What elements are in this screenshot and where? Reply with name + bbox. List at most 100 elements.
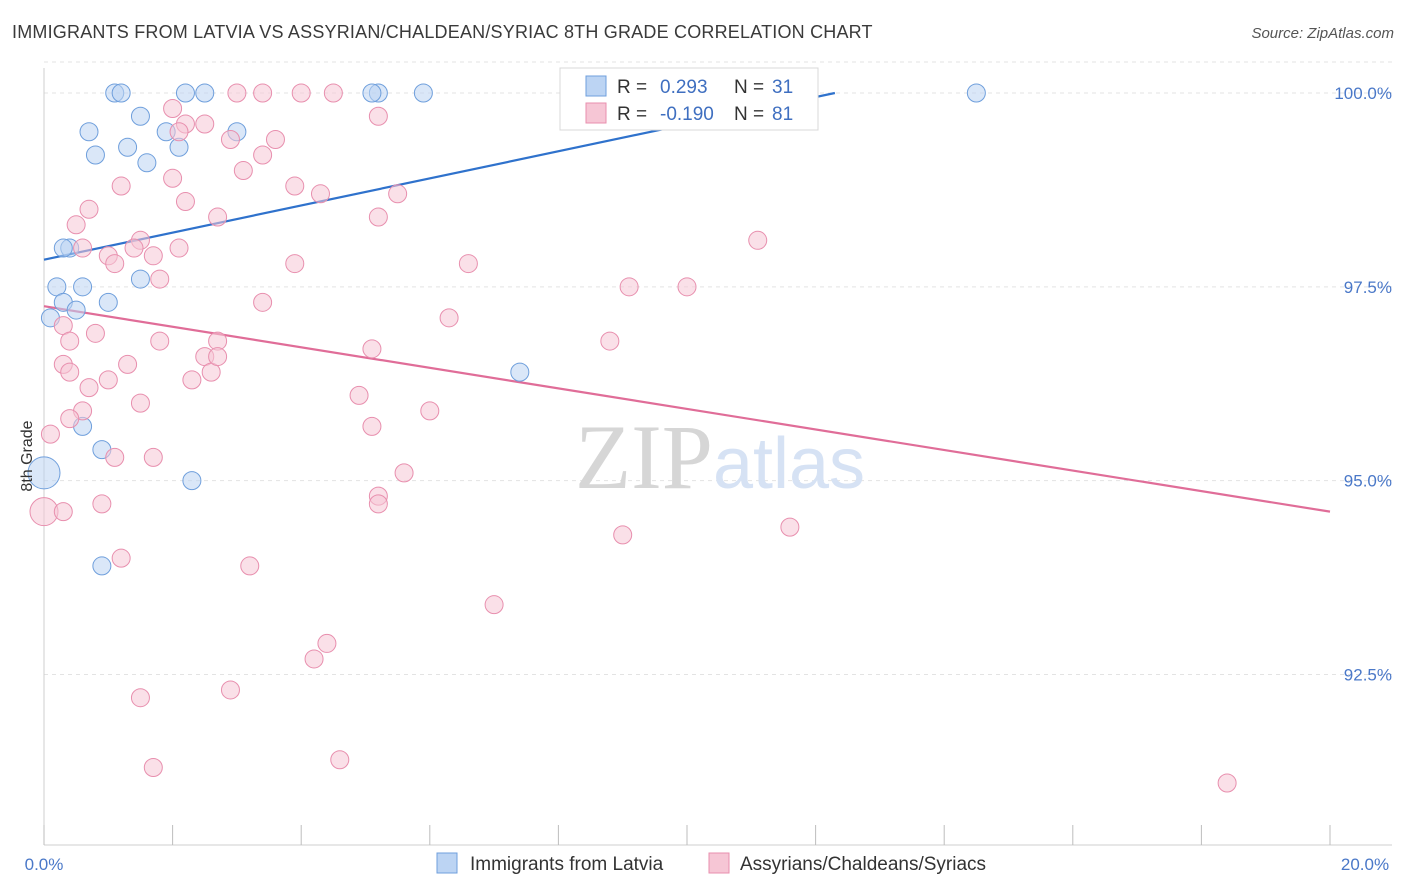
assyrian-point-41 (60, 331, 80, 351)
latvia-point-8 (130, 106, 150, 126)
legend-n-label-1: N = (734, 77, 764, 98)
assyrian-point-17 (388, 184, 408, 204)
legend-r-label-1: R = (617, 77, 647, 98)
assyrian-point-70 (111, 548, 131, 568)
latvia-point-3 (195, 83, 215, 103)
legend-r-value-1: 0.293 (660, 77, 708, 98)
assyrian-point-69 (613, 525, 633, 545)
chart-title: IMMIGRANTS FROM LATVIA VS ASSYRIAN/CHALD… (12, 22, 873, 42)
assyrian-point-75 (220, 680, 240, 700)
assyrian-point-20 (368, 207, 388, 227)
assyrian-point-3 (323, 83, 343, 103)
assyrian-point-77 (330, 750, 350, 770)
trend-line-assyrian (43, 305, 1331, 513)
assyrian-point-29 (105, 254, 125, 274)
latvia-point-30 (362, 83, 382, 103)
latvia-point-28 (182, 471, 202, 491)
assyrian-point-2 (291, 83, 311, 103)
assyrian-point-56 (420, 401, 440, 421)
assyrian-point-39 (85, 323, 105, 343)
tick-labels: 92.5% 95.0% 97.5% 100.0% 0.0% 20.0% (25, 84, 1392, 874)
assyrian-point-36 (253, 292, 273, 312)
latvia-point-21 (98, 292, 118, 312)
assyrian-point-76 (130, 688, 150, 708)
assyrian-point-24 (73, 238, 93, 258)
assyrian-point-8 (220, 130, 240, 150)
latvia-point-27 (27, 456, 61, 490)
legend-r-label-2: R = (617, 104, 647, 125)
assyrian-point-19 (208, 207, 228, 227)
assyrian-point-6 (195, 114, 215, 134)
latvia-point-19 (73, 277, 93, 297)
y-tick-label-1: 95.0% (1344, 472, 1392, 491)
x-tick-label-0: 0.0% (25, 855, 64, 874)
assyrian-point-54 (130, 393, 150, 413)
assyrian-point-43 (362, 339, 382, 359)
assyrian-point-33 (150, 269, 170, 289)
y-tick-label-2: 97.5% (1344, 278, 1392, 297)
assyrian-point-65 (92, 494, 112, 514)
assyrian-point-15 (285, 176, 305, 196)
legend-n-label-2: N = (734, 104, 764, 125)
assyrian-point-22 (66, 215, 86, 235)
assyrian-point-64 (368, 494, 388, 514)
legend-swatch-latvia (585, 75, 607, 97)
legend-n-value-1: 31 (772, 77, 793, 98)
latvia-point-22 (66, 300, 86, 320)
assyrian-point-59 (40, 424, 60, 444)
assyrian-point-37 (439, 308, 459, 328)
assyrian-point-73 (317, 633, 337, 653)
legend-swatch-assyrian (585, 102, 607, 124)
watermark: ZIPatlas (575, 406, 865, 508)
assyrian-point-62 (394, 463, 414, 483)
assyrian-point-26 (169, 238, 189, 258)
assyrian-point-48 (60, 362, 80, 382)
assyrian-point-51 (182, 370, 202, 390)
assyrian-point-67 (53, 502, 73, 522)
latvia-point-5 (413, 83, 433, 103)
latvia-point-2 (175, 83, 195, 103)
assyrian-point-16 (310, 184, 330, 204)
latvia-point-7 (79, 122, 99, 142)
chart-source: Source: ZipAtlas.com (1251, 25, 1394, 42)
assyrian-point-68 (780, 517, 800, 537)
assyrian-point-53 (349, 385, 369, 405)
bottom-legend-label-assyrian: Assyrians/Chaldeans/Syriacs (740, 854, 986, 875)
assyrian-point-57 (60, 409, 80, 429)
bottom-legend-swatch-latvia (436, 852, 458, 874)
legend-n-value-2: 81 (772, 104, 793, 125)
grid-lines (44, 61, 1392, 675)
assyrian-point-74 (304, 649, 324, 669)
correlation-legend: R = 0.293 N = 31 R = -0.190 N = 81 (559, 67, 819, 131)
assyrian-point-7 (368, 106, 388, 126)
assyrian-point-58 (362, 416, 382, 436)
assyrian-point-44 (600, 331, 620, 351)
legend-r-value-2: -0.190 (660, 104, 714, 125)
assyrian-point-4 (163, 99, 183, 119)
assyrian-point-0 (227, 83, 247, 103)
latvia-point-14 (137, 153, 157, 173)
series-legend: Immigrants from Latvia Assyrians/Chaldea… (436, 852, 986, 875)
assyrian-point-47 (118, 354, 138, 374)
latvia-point-12 (85, 145, 105, 165)
assyrian-point-52 (79, 378, 99, 398)
assyrian-point-11 (253, 145, 273, 165)
assyrian-point-13 (111, 176, 131, 196)
assyrian-point-1 (253, 83, 273, 103)
assyrian-point-60 (105, 447, 125, 467)
y-tick-label-0: 92.5% (1344, 665, 1392, 684)
assyrian-point-12 (163, 168, 183, 188)
latvia-point-6 (966, 83, 986, 103)
assyrian-point-78 (143, 757, 163, 777)
assyrian-point-35 (677, 277, 697, 297)
assyrian-point-9 (265, 130, 285, 150)
assyrian-point-61 (143, 447, 163, 467)
assyrian-point-31 (458, 254, 478, 274)
assyrian-point-25 (124, 238, 144, 258)
assyrian-point-28 (143, 246, 163, 266)
latvia-point-29 (92, 556, 112, 576)
assyrian-point-30 (285, 254, 305, 274)
series-assyrian-points (29, 83, 1237, 793)
latvia-point-11 (118, 137, 138, 157)
